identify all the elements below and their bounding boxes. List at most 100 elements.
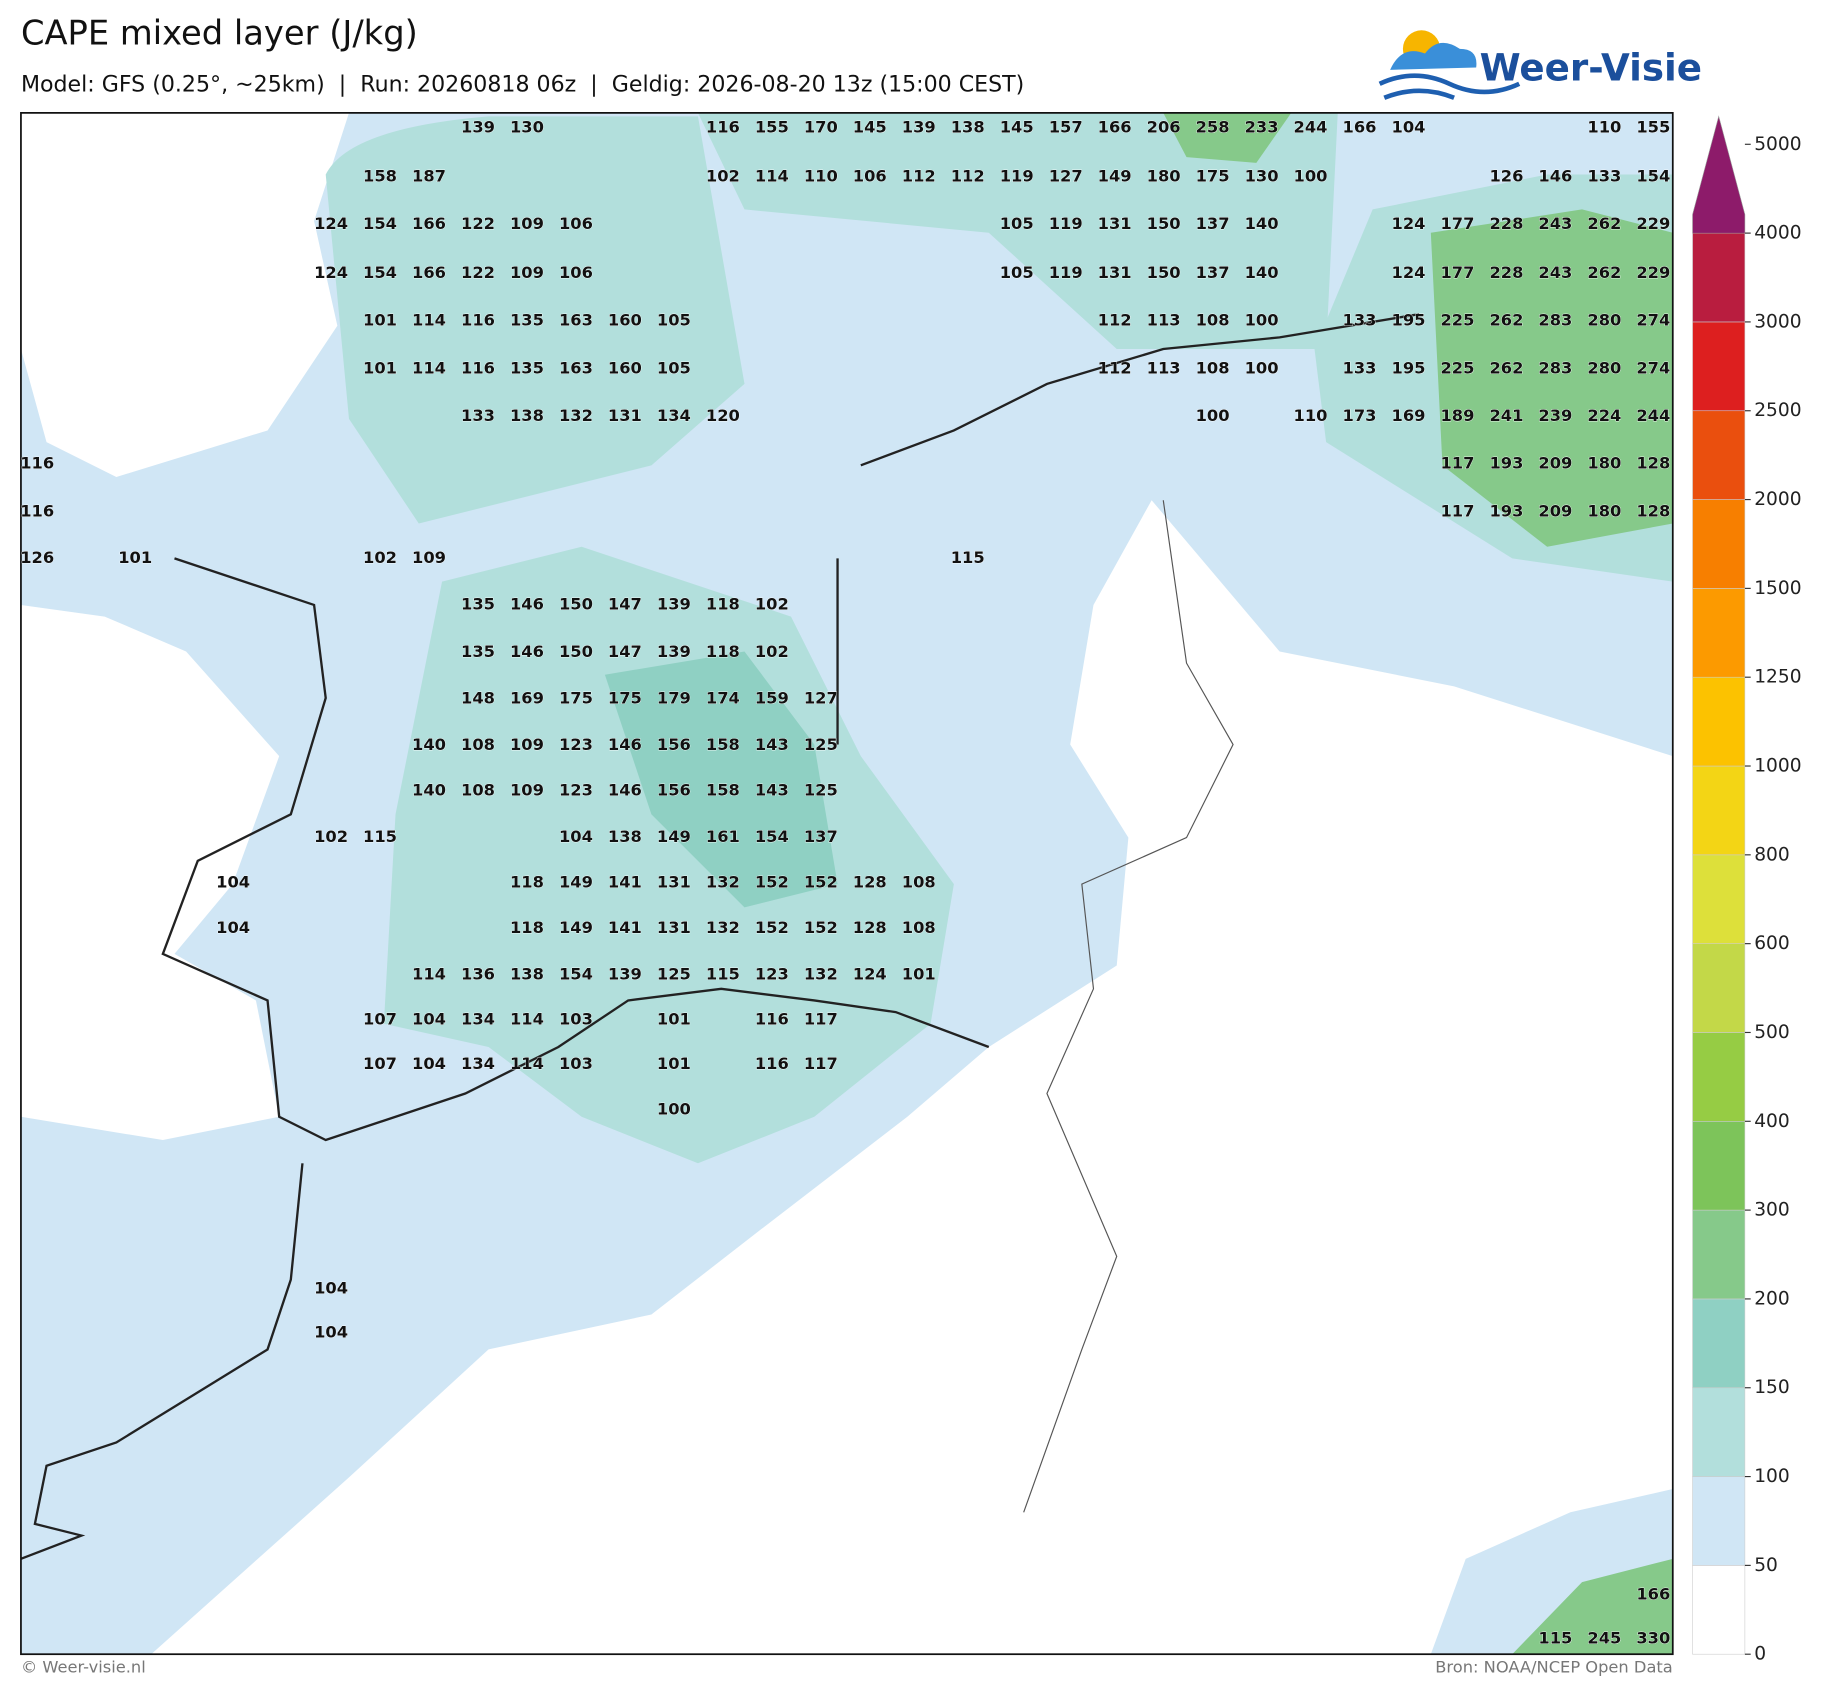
cape-label: 161	[706, 827, 740, 846]
cape-label: 158	[706, 735, 740, 754]
cape-label: 166	[412, 214, 446, 233]
cape-label: 156	[657, 781, 691, 800]
cape-label: 113	[1147, 358, 1181, 377]
cape-label: 175	[608, 689, 642, 708]
cape-label: 169	[510, 689, 544, 708]
colorbar-segment	[1692, 1298, 1746, 1389]
cape-label: 149	[559, 918, 593, 937]
cape-label: 104	[314, 1323, 348, 1342]
colorbar-tick-label: 150	[1754, 1377, 1790, 1398]
cape-label: 139	[657, 594, 691, 613]
cape-label: 124	[1392, 214, 1426, 233]
cape-label: 140	[412, 781, 446, 800]
cape-label: 175	[559, 689, 593, 708]
cape-label: 128	[1636, 454, 1670, 473]
colorbar-tick-label: 800	[1754, 844, 1790, 865]
cape-label: 150	[1147, 214, 1181, 233]
cape-label: 262	[1489, 311, 1523, 330]
cape-label: 106	[559, 263, 593, 282]
cape-label: 135	[461, 594, 495, 613]
cape-label: 143	[755, 735, 789, 754]
colorbar-segment	[1692, 676, 1746, 767]
cape-label: 133	[1343, 358, 1377, 377]
cape-label: 105	[1000, 214, 1034, 233]
cape-label: 114	[412, 964, 446, 983]
cape-label: 119	[1049, 214, 1083, 233]
cape-label: 138	[608, 827, 642, 846]
cape-label: 146	[608, 781, 642, 800]
cape-label: 141	[608, 918, 642, 937]
cape-label: 110	[1294, 406, 1328, 425]
colorbar-tick-label: 2500	[1754, 400, 1801, 421]
cape-label: 108	[1196, 311, 1230, 330]
cape-label: 122	[461, 263, 495, 282]
cape-label: 149	[1098, 166, 1132, 185]
cape-label: 139	[902, 118, 936, 137]
cape-label: 106	[853, 166, 887, 185]
footer-right: Bron: NOAA/NCEP Open Data	[1435, 1658, 1673, 1677]
cape-label: 283	[1538, 311, 1572, 330]
cape-label: 140	[1245, 214, 1279, 233]
cape-label: 109	[412, 548, 446, 567]
cape-label: 107	[363, 1054, 397, 1073]
cape-label: 125	[657, 964, 691, 983]
cape-label: 117	[1440, 501, 1474, 520]
cape-label: 112	[902, 166, 936, 185]
cape-label: 140	[1245, 263, 1279, 282]
cape-label: 154	[363, 263, 397, 282]
cape-label: 130	[510, 118, 544, 137]
cape-label: 174	[706, 689, 740, 708]
cape-label: 149	[657, 827, 691, 846]
cape-label: 166	[1636, 1584, 1670, 1603]
cape-label: 115	[706, 964, 740, 983]
cape-label: 152	[804, 918, 838, 937]
cape-label: 154	[1636, 166, 1670, 185]
colorbar-tick-label: 1000	[1754, 756, 1801, 777]
cape-label: 139	[608, 964, 642, 983]
cape-label: 147	[608, 642, 642, 661]
colorbar-tick-label: 5000	[1754, 134, 1801, 155]
colorbar-tick-label: 50	[1754, 1555, 1778, 1576]
cape-label: 180	[1587, 501, 1621, 520]
cape-label: 116	[20, 501, 54, 520]
cape-label: 101	[118, 548, 152, 567]
cape-label: 104	[412, 1054, 446, 1073]
cape-label: 120	[706, 406, 740, 425]
cape-label: 177	[1440, 214, 1474, 233]
cape-label: 137	[1196, 214, 1230, 233]
colorbar-segment	[1692, 854, 1746, 944]
cape-label: 228	[1489, 214, 1523, 233]
cape-label: 135	[510, 358, 544, 377]
cape-label: 131	[1098, 214, 1132, 233]
cape-label: 150	[559, 594, 593, 613]
cape-label: 102	[755, 642, 789, 661]
cape-label: 239	[1538, 406, 1572, 425]
cape-label: 132	[559, 406, 593, 425]
cape-label: 146	[608, 735, 642, 754]
cape-label: 116	[755, 1010, 789, 1029]
title: CAPE mixed layer (J/kg)	[21, 13, 418, 52]
cape-label: 138	[510, 964, 544, 983]
cape-label: 118	[706, 594, 740, 613]
subtitle: Model: GFS (0.25°, ~25km) | Run: 2026081…	[21, 71, 1024, 97]
cape-label: 114	[510, 1010, 544, 1029]
cape-label: 145	[1000, 118, 1034, 137]
cape-label: 206	[1147, 118, 1181, 137]
cape-label: 154	[755, 827, 789, 846]
cape-label: 104	[216, 872, 250, 891]
cape-label: 123	[755, 964, 789, 983]
logo: Weer-Visie	[1378, 30, 1702, 100]
cape-label: 109	[510, 781, 544, 800]
colorbar-tick-label: 1250	[1754, 667, 1801, 688]
cape-label: 101	[363, 311, 397, 330]
cape-label: 101	[902, 964, 936, 983]
cape-label: 262	[1587, 263, 1621, 282]
cape-label: 245	[1587, 1629, 1621, 1648]
cape-label: 135	[510, 311, 544, 330]
cape-label: 108	[902, 918, 936, 937]
cape-label: 152	[804, 872, 838, 891]
colorbar-segment	[1692, 943, 1746, 1033]
cape-label: 112	[1098, 311, 1132, 330]
cape-label: 125	[804, 781, 838, 800]
